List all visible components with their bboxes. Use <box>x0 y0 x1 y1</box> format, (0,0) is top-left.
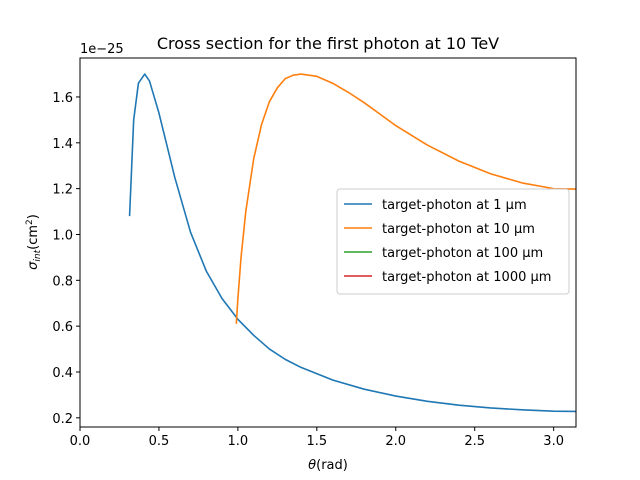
y-tick-label: 0.8 <box>52 274 73 289</box>
x-axis-ticks: 0.0 0.5 1.0 1.5 2.0 2.5 3.0 <box>70 427 564 449</box>
x-tick-label: 1.0 <box>228 434 249 449</box>
y-tick-label: 1.4 <box>52 137 73 152</box>
x-axis-label: θ(rad) <box>308 458 348 473</box>
chart-title: Cross section for the first photon at 10… <box>157 34 499 53</box>
y-axis-ticks: 0.2 0.4 0.6 0.8 1.0 1.2 1.4 1.6 <box>52 91 80 427</box>
y-tick-label: 0.2 <box>52 412 73 427</box>
y-tick-label: 0.4 <box>52 366 73 381</box>
x-tick-label: 0.0 <box>70 434 91 449</box>
axes-frame <box>79 57 577 428</box>
series-line-1 <box>128 73 576 413</box>
legend-label-4: target-photon at 1000 μm <box>382 270 551 285</box>
series-group <box>128 73 576 413</box>
y-tick-label: 0.6 <box>52 320 73 335</box>
y-tick-label: 1.0 <box>52 228 73 243</box>
legend-label-2: target-photon at 10 μm <box>382 222 535 237</box>
x-tick-label: 0.5 <box>149 434 170 449</box>
y-tick-label: 1.2 <box>52 183 73 198</box>
y-offset-text: 1e−25 <box>80 42 124 57</box>
series-line-2 <box>235 73 576 324</box>
y-axis-label: σint(cm2) <box>25 214 43 270</box>
legend: target-photon at 1 μm target-photon at 10… <box>336 188 570 295</box>
legend-label-1: target-photon at 1 μm <box>382 198 527 213</box>
legend-label-3: target-photon at 100 μm <box>382 246 543 261</box>
x-tick-label: 2.0 <box>385 434 406 449</box>
legend-frame <box>336 188 570 295</box>
plot-area <box>79 57 577 428</box>
x-tick-label: 1.5 <box>306 434 327 449</box>
x-tick-label: 2.5 <box>464 434 485 449</box>
x-tick-label: 3.0 <box>543 434 564 449</box>
y-tick-label: 1.6 <box>52 91 73 106</box>
